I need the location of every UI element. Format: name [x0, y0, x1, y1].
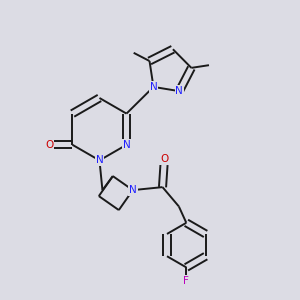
- Text: N: N: [96, 155, 103, 165]
- Text: O: O: [160, 154, 168, 164]
- Text: N: N: [176, 86, 183, 96]
- Text: O: O: [45, 140, 53, 150]
- Text: N: N: [150, 82, 157, 92]
- Text: N: N: [129, 185, 137, 195]
- Text: N: N: [123, 140, 130, 150]
- Text: F: F: [183, 276, 189, 286]
